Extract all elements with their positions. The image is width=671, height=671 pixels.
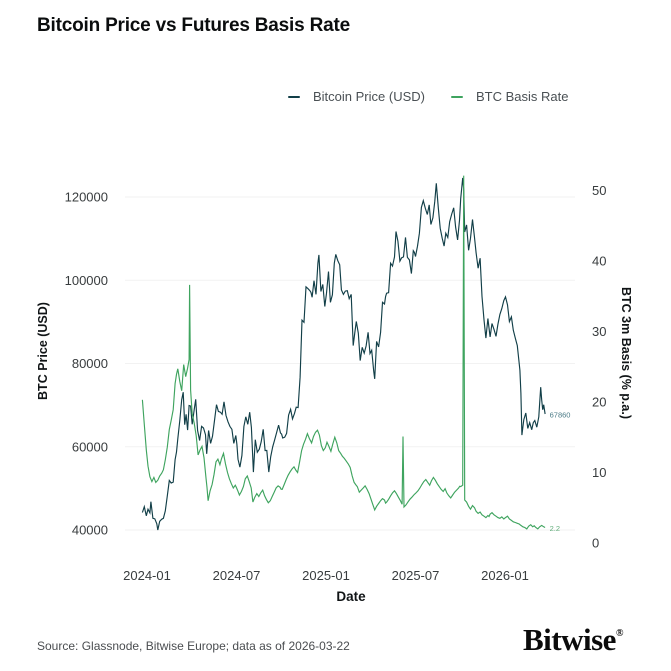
y-axis-title-left: BTC Price (USD) — [36, 302, 50, 400]
y-tick-label-right: 20 — [592, 394, 606, 409]
x-tick-label: 2025-01 — [302, 568, 350, 583]
legend-item-bitcoin-price[interactable]: Bitcoin Price (USD) — [288, 89, 425, 104]
y-tick-label-left: 40000 — [72, 523, 108, 538]
y-tick-label-left: 100000 — [65, 273, 108, 288]
price-series-line — [141, 177, 546, 531]
x-tick-label: 2025-07 — [392, 568, 440, 583]
bitwise-wordmark: Bitwise — [523, 622, 616, 657]
basis-series-line — [141, 175, 546, 530]
y-tick-label-left: 80000 — [72, 356, 108, 371]
y-tick-label-left: 120000 — [65, 190, 108, 205]
y-tick-label-right: 10 — [592, 465, 606, 480]
x-tick-label: 2024-07 — [213, 568, 261, 583]
y-tick-label-right: 0 — [592, 536, 599, 551]
y-tick-label-right: 30 — [592, 324, 606, 339]
legend-label-basis-rate: BTC Basis Rate — [475, 89, 569, 104]
y-tick-label-right: 50 — [592, 183, 606, 198]
x-tick-label: 2026-01 — [481, 568, 529, 583]
x-tick-label: 2024-01 — [123, 568, 171, 583]
y-tick-label-right: 40 — [592, 253, 606, 268]
bitwise-logo: Bitwise® — [523, 622, 623, 658]
chart-title: Bitcoin Price vs Futures Basis Rate — [37, 15, 350, 36]
price-end-value-label: 67860 — [550, 411, 571, 420]
legend-item-basis-rate[interactable]: BTC Basis Rate — [450, 89, 569, 104]
y-axis-title-right: BTC 3m Basis (% p.a.) — [619, 287, 633, 419]
legend: Bitcoin Price (USD) BTC Basis Rate — [288, 89, 568, 104]
legend-label-bitcoin-price: Bitcoin Price (USD) — [313, 89, 425, 104]
y-tick-label-left: 60000 — [72, 439, 108, 454]
legend-dash-price-icon — [288, 95, 300, 98]
x-axis-title: Date — [336, 589, 366, 604]
basis-end-value-label: 2.2 — [550, 524, 560, 533]
legend-dash-basis-icon — [450, 95, 463, 98]
registered-trademark-icon: ® — [615, 628, 624, 639]
source-note: Source: Glassnode, Bitwise Europe; data … — [37, 639, 350, 653]
